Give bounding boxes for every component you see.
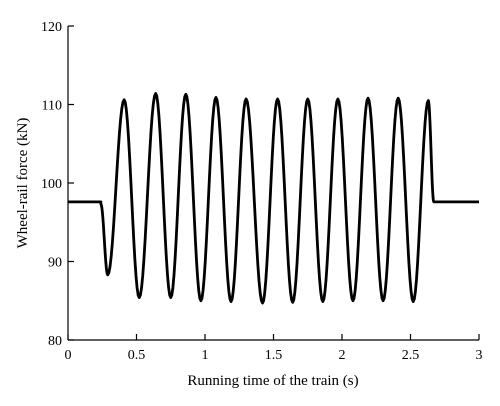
y-tick-label: 100 [41,177,62,192]
x-tick-label: 0.5 [128,348,146,363]
y-tick-label: 120 [41,20,62,35]
x-tick-label: 1.5 [265,348,283,363]
y-axis-title: Wheel-rail force (kN) [15,118,31,249]
x-axis-title: Running time of the train (s) [187,373,358,389]
series-line [68,92,479,305]
y-tick-label: 90 [48,256,62,271]
x-tick-label: 3 [476,348,483,363]
y-tick-label: 80 [48,334,62,349]
x-tick-label: 0 [65,348,72,363]
x-tick-label: 1 [202,348,209,363]
y-tick-label: 110 [42,99,62,114]
x-tick-label: 2.5 [402,348,420,363]
x-tick-label: 2 [339,348,346,363]
